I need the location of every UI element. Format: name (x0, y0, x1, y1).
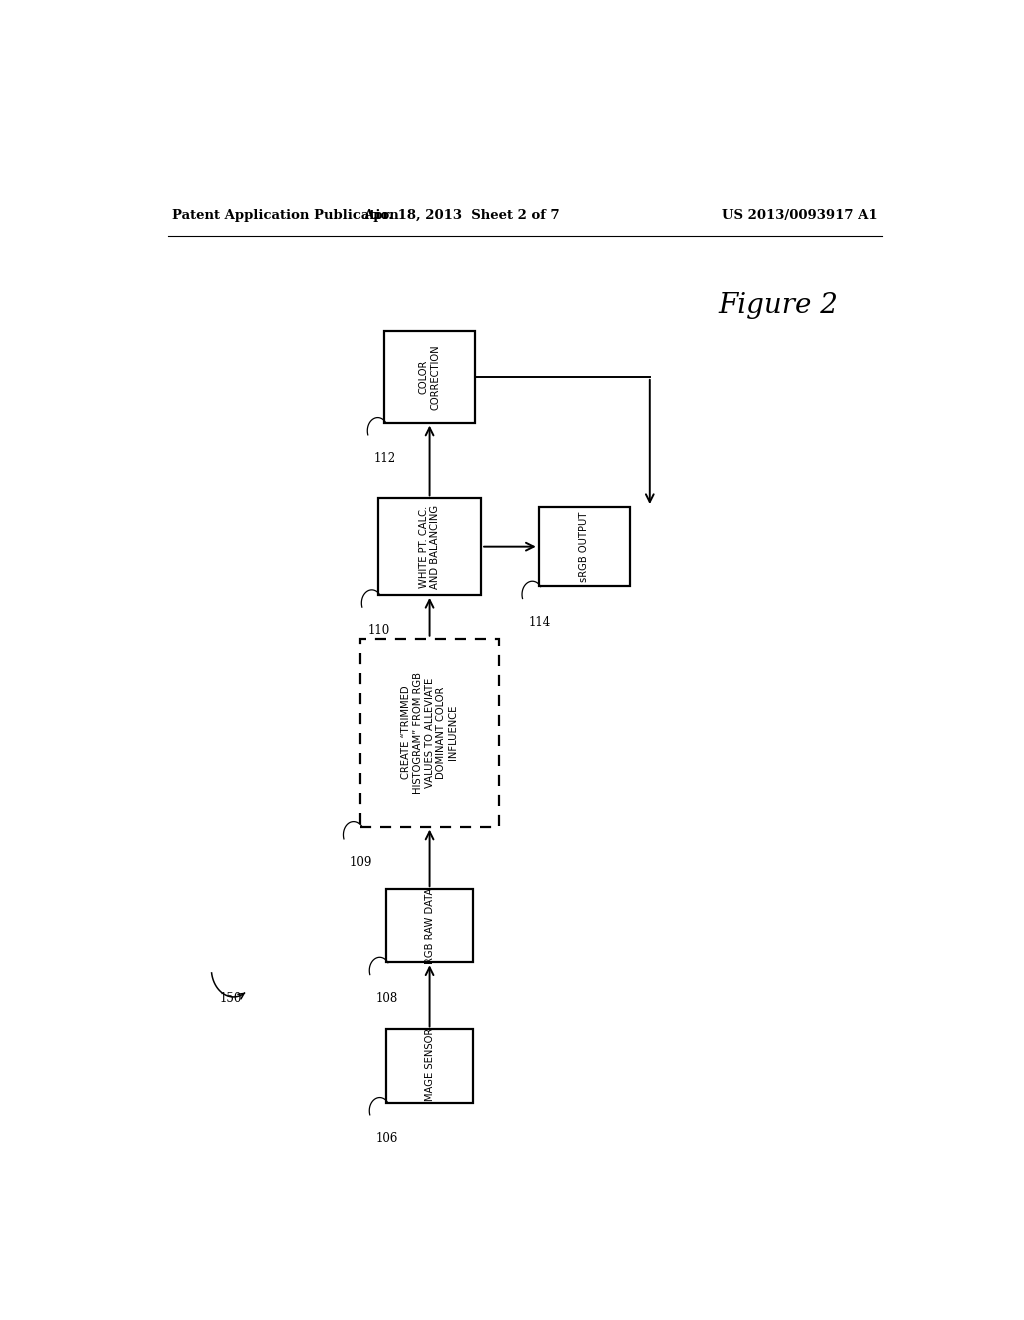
Text: 106: 106 (376, 1133, 398, 1146)
Text: 114: 114 (528, 616, 551, 628)
Text: Patent Application Publication: Patent Application Publication (172, 209, 398, 222)
Text: WHITE PT. CALC.
AND BALANCING: WHITE PT. CALC. AND BALANCING (419, 504, 440, 589)
Text: IMAGE SENSOR: IMAGE SENSOR (425, 1028, 434, 1104)
Text: sRGB OUTPUT: sRGB OUTPUT (580, 511, 590, 582)
Text: COLOR
CORRECTION: COLOR CORRECTION (419, 345, 440, 409)
FancyBboxPatch shape (378, 499, 481, 595)
Text: 150: 150 (219, 993, 242, 1006)
Text: 110: 110 (368, 624, 390, 638)
Text: RGB RAW DATA: RGB RAW DATA (425, 887, 434, 964)
Text: Figure 2: Figure 2 (719, 292, 839, 319)
Text: 108: 108 (376, 991, 398, 1005)
Text: 112: 112 (374, 453, 395, 465)
Text: US 2013/0093917 A1: US 2013/0093917 A1 (722, 209, 878, 222)
FancyBboxPatch shape (384, 331, 475, 422)
FancyBboxPatch shape (386, 1030, 473, 1102)
FancyBboxPatch shape (386, 890, 473, 962)
Text: 109: 109 (350, 857, 372, 869)
Text: Apr. 18, 2013  Sheet 2 of 7: Apr. 18, 2013 Sheet 2 of 7 (362, 209, 560, 222)
Text: CREATE “TRIMMED
HISTOGRAM” FROM RGB
VALUES TO ALLEVIATE
DOMINANT COLOR
INFLUENCE: CREATE “TRIMMED HISTOGRAM” FROM RGB VALU… (401, 672, 458, 793)
FancyBboxPatch shape (360, 639, 499, 826)
FancyBboxPatch shape (539, 507, 630, 586)
